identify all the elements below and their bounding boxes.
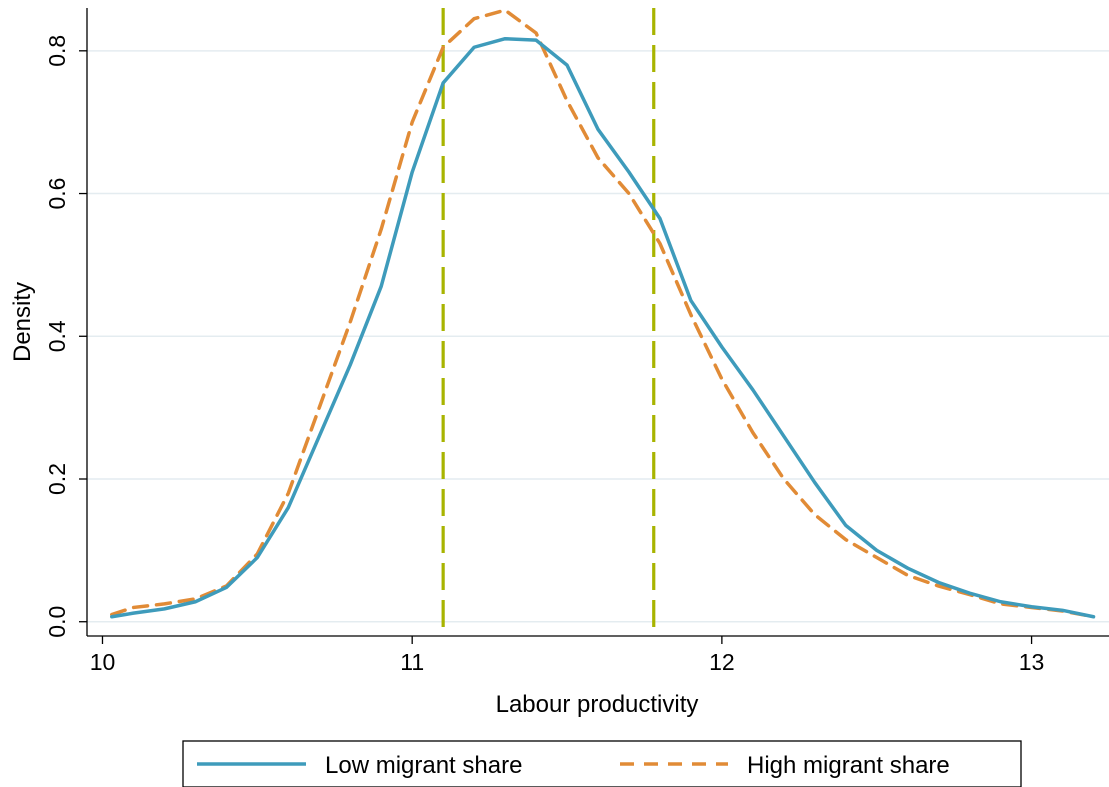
series-line-high-migrant-share bbox=[110, 8, 1096, 619]
legend: Low migrant share High migrant share bbox=[182, 740, 1022, 787]
ticks: 0.0 0.2 0.4 0.6 0.8 10 11 12 13 bbox=[44, 35, 1044, 675]
y-tick-label-3: 0.6 bbox=[44, 178, 70, 210]
legend-label-low-migrant-share: Low migrant share bbox=[325, 752, 522, 779]
legend-label-high-migrant-share: High migrant share bbox=[747, 752, 950, 779]
y-tick-label-4: 0.8 bbox=[44, 35, 70, 67]
y-axis-title: Density bbox=[9, 282, 36, 362]
density-series bbox=[110, 8, 1096, 619]
legend-box bbox=[182, 740, 1022, 787]
x-tick-label-2: 12 bbox=[709, 649, 735, 675]
x-tick-label-0: 10 bbox=[90, 649, 116, 675]
y-tick-label-1: 0.2 bbox=[44, 463, 70, 495]
y-tick-label-0: 0.0 bbox=[44, 606, 70, 638]
reference-lines bbox=[441, 8, 656, 636]
x-tick-label-3: 13 bbox=[1019, 649, 1045, 675]
y-tick-label-2: 0.4 bbox=[44, 320, 70, 352]
x-tick-label-1: 11 bbox=[400, 649, 424, 675]
grid-lines bbox=[87, 50, 1109, 623]
axes bbox=[86, 8, 1109, 637]
x-axis-title: Labour productivity bbox=[496, 691, 699, 718]
series-line-low-migrant-share bbox=[110, 36, 1096, 619]
